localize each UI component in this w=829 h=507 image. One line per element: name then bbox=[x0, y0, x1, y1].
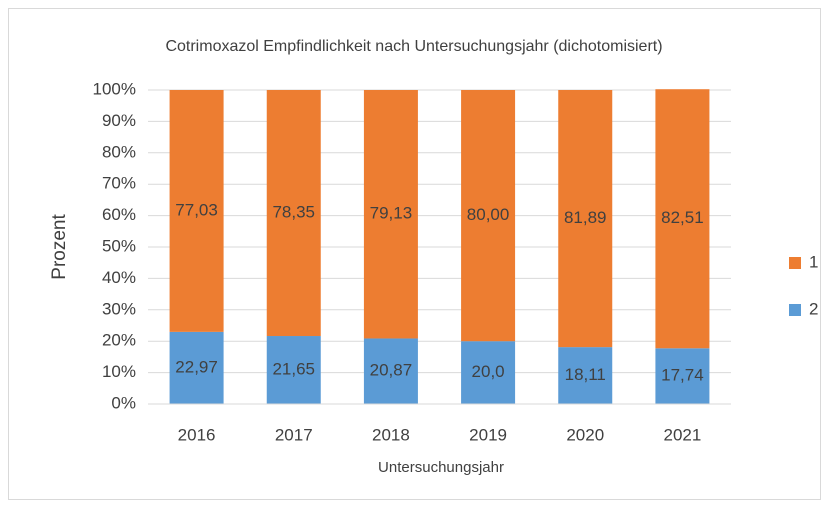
bar-segment bbox=[169, 90, 224, 332]
y-tick-label: 20% bbox=[102, 331, 136, 350]
legend-label: 2 bbox=[809, 299, 818, 318]
bar-segment bbox=[266, 336, 321, 404]
x-tick-label: 2021 bbox=[664, 425, 702, 444]
y-tick-label: 0% bbox=[111, 393, 136, 412]
y-tick-label: 60% bbox=[102, 205, 136, 224]
bar-segment bbox=[655, 348, 710, 404]
y-tick-label: 80% bbox=[102, 142, 136, 161]
bar-segment bbox=[363, 338, 418, 404]
legend-label: 1 bbox=[809, 252, 818, 271]
x-tick-label: 2017 bbox=[275, 425, 313, 444]
data-label: 77,03 bbox=[175, 200, 218, 219]
data-label: 17,74 bbox=[661, 366, 704, 385]
data-label: 82,51 bbox=[661, 208, 704, 227]
y-tick-label: 100% bbox=[93, 79, 136, 98]
bar-segment bbox=[266, 90, 321, 337]
data-label: 20,87 bbox=[370, 361, 413, 380]
chart-title: Cotrimoxazol Empfindlichkeit nach Unters… bbox=[165, 38, 662, 55]
bar-segment bbox=[461, 341, 516, 404]
data-label: 78,35 bbox=[272, 202, 315, 221]
data-label: 81,89 bbox=[564, 208, 607, 227]
y-tick-label: 30% bbox=[102, 299, 136, 318]
x-tick-label: 2018 bbox=[372, 425, 410, 444]
y-tick-label: 90% bbox=[102, 111, 136, 130]
bar-segment bbox=[655, 89, 710, 349]
data-label: 79,13 bbox=[370, 204, 413, 223]
x-tick-label: 2016 bbox=[178, 425, 216, 444]
bar-segment bbox=[461, 90, 516, 342]
data-label: 80,00 bbox=[467, 205, 510, 224]
bar-segment bbox=[558, 347, 613, 404]
bar-segment bbox=[169, 331, 224, 404]
bar-segment bbox=[363, 90, 418, 339]
y-tick-label: 40% bbox=[102, 268, 136, 287]
data-label: 18,11 bbox=[565, 365, 606, 384]
data-label: 21,65 bbox=[272, 359, 315, 378]
legend-swatch bbox=[789, 257, 801, 269]
x-tick-label: 2020 bbox=[566, 425, 604, 444]
x-axis-label: Untersuchungsjahr bbox=[378, 459, 504, 476]
y-axis-label: Prozent bbox=[49, 214, 70, 280]
y-tick-label: 70% bbox=[102, 174, 136, 193]
bar-segment bbox=[558, 90, 613, 348]
data-label: 22,97 bbox=[175, 357, 218, 376]
y-tick-label: 10% bbox=[102, 362, 136, 381]
x-tick-label: 2019 bbox=[469, 425, 507, 444]
legend-swatch bbox=[789, 304, 801, 316]
data-label: 20,0 bbox=[472, 362, 505, 381]
y-tick-label: 50% bbox=[102, 236, 136, 255]
